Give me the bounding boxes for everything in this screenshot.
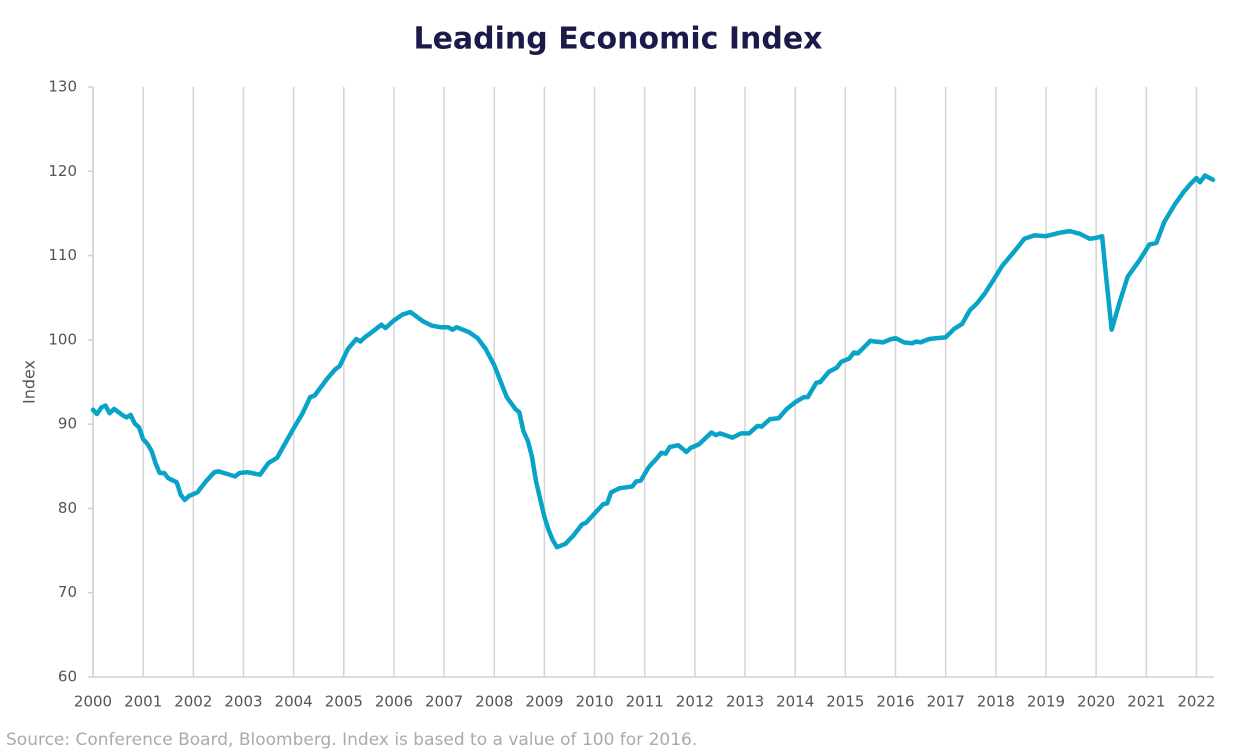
- x-tick-label: 2018: [977, 693, 1015, 711]
- x-tick-label: 2015: [826, 693, 864, 711]
- x-tick-label: 2002: [174, 693, 212, 711]
- x-tick-label: 2022: [1177, 693, 1215, 711]
- x-tick-label: 2011: [626, 693, 664, 711]
- x-tick-label: 2021: [1127, 693, 1165, 711]
- x-tick-label: 2016: [876, 693, 914, 711]
- y-tick-label: 60: [58, 668, 77, 686]
- y-tick-label: 100: [48, 330, 77, 348]
- x-tick-label: 2019: [1027, 693, 1065, 711]
- y-tick-label: 90: [58, 415, 77, 433]
- y-tick-label: 120: [48, 162, 77, 180]
- y-tick-label: 130: [48, 78, 77, 96]
- y-tick-label: 70: [58, 583, 77, 601]
- x-tick-label: 2014: [776, 693, 814, 711]
- x-tick-label: 2017: [927, 693, 965, 711]
- x-tick-label: 2020: [1077, 693, 1115, 711]
- x-tick-label: 2008: [475, 693, 513, 711]
- x-tick-label: 2010: [575, 693, 613, 711]
- x-tick-label: 2009: [525, 693, 563, 711]
- x-tick-label: 2007: [425, 693, 463, 711]
- chart-title: Leading Economic Index: [413, 22, 822, 57]
- x-tick-label: 2005: [325, 693, 363, 711]
- x-tick-label: 2012: [676, 693, 714, 711]
- x-tick-label: 2001: [124, 693, 162, 711]
- source-note: Source: Conference Board, Bloomberg. Ind…: [6, 730, 697, 750]
- x-tick-label: 2003: [224, 693, 262, 711]
- x-tick-label: 2000: [74, 693, 112, 711]
- y-axis-label: Index: [20, 360, 39, 404]
- x-tick-label: 2004: [275, 693, 313, 711]
- data-line: [90, 173, 1216, 550]
- x-tick-label: 2006: [375, 693, 413, 711]
- y-tick-label: 110: [48, 246, 77, 264]
- y-tick-label: 80: [58, 499, 77, 517]
- x-tick-label: 2013: [726, 693, 764, 711]
